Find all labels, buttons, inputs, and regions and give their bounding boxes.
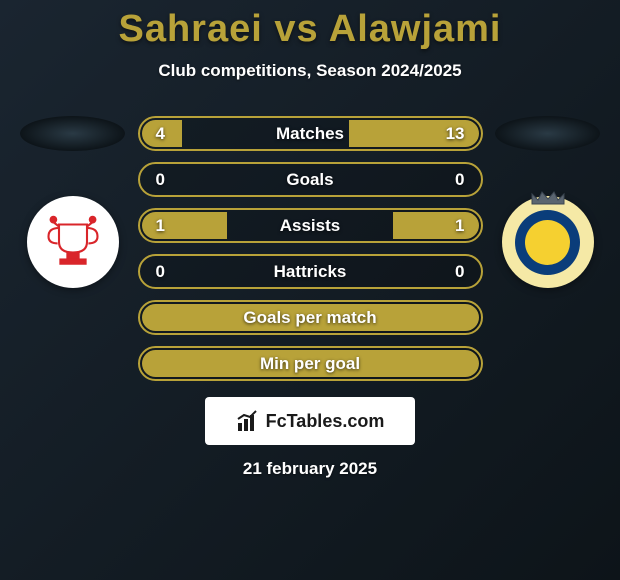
stat-label: Assists xyxy=(280,216,340,236)
stats-column: 4 Matches 13 0 Goals 0 1 Assists 1 0 Hat… xyxy=(138,116,483,381)
stat-left-value: 0 xyxy=(156,262,181,282)
stat-row-gpm: Goals per match xyxy=(138,300,483,335)
stat-right-value: 13 xyxy=(440,124,465,144)
stat-row-hattricks: 0 Hattricks 0 xyxy=(138,254,483,289)
main-container: Sahraei vs Alawjami Club competitions, S… xyxy=(0,0,620,580)
right-name-pill xyxy=(495,116,600,151)
chart-icon xyxy=(236,409,260,433)
left-name-pill xyxy=(20,116,125,151)
stat-label: Goals per match xyxy=(243,308,376,328)
stat-right-value: 0 xyxy=(440,170,465,190)
comparison-area: 4 Matches 13 0 Goals 0 1 Assists 1 0 Hat… xyxy=(0,116,620,381)
stat-left-value: 1 xyxy=(156,216,181,236)
stat-row-goals: 0 Goals 0 xyxy=(138,162,483,197)
badge-inner-circle xyxy=(515,210,580,275)
stat-row-assists: 1 Assists 1 xyxy=(138,208,483,243)
stat-label: Hattricks xyxy=(274,262,347,282)
stat-right-value: 0 xyxy=(439,262,464,282)
stat-left-value: 4 xyxy=(156,124,181,144)
page-title: Sahraei vs Alawjami xyxy=(118,8,501,51)
right-club-badge xyxy=(502,196,594,288)
left-club-badge xyxy=(27,196,119,288)
left-player-col xyxy=(18,116,128,288)
stat-fill-right xyxy=(393,212,478,239)
stat-label: Goals xyxy=(286,170,333,190)
date-text: 21 february 2025 xyxy=(243,459,377,479)
crown-icon xyxy=(528,188,568,206)
stat-label: Min per goal xyxy=(260,354,360,374)
fctables-label: FcTables.com xyxy=(266,411,385,432)
subtitle: Club competitions, Season 2024/2025 xyxy=(158,61,461,81)
stat-fill-left xyxy=(142,212,227,239)
stat-left-value: 0 xyxy=(156,170,181,190)
fctables-badge[interactable]: FcTables.com xyxy=(205,397,415,445)
trophy-icon xyxy=(38,207,108,277)
right-player-col xyxy=(493,116,603,288)
stat-right-value: 1 xyxy=(439,216,464,236)
stat-label: Matches xyxy=(276,124,344,144)
stat-row-mpg: Min per goal xyxy=(138,346,483,381)
stat-row-matches: 4 Matches 13 xyxy=(138,116,483,151)
